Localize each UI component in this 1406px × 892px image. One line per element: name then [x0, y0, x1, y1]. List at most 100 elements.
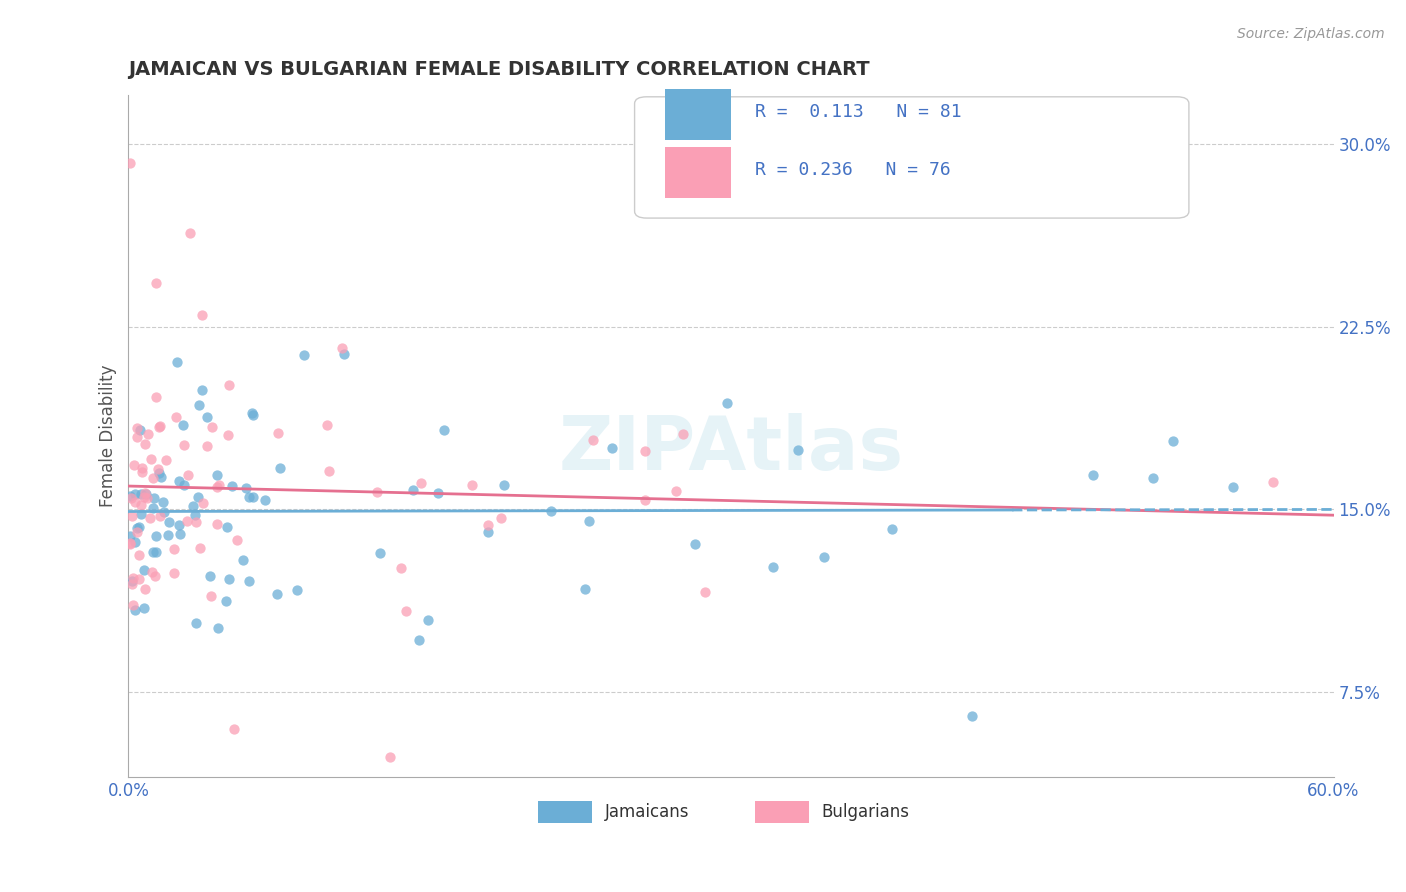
Point — [145, 544, 167, 558]
Point — [131, 461, 153, 475]
Point — [191, 384, 214, 398]
Point — [145, 529, 167, 543]
Point — [121, 509, 143, 524]
Point — [173, 437, 195, 451]
Point — [201, 420, 224, 434]
Point — [159, 515, 181, 529]
Point — [477, 524, 499, 539]
Text: R =  0.113   N = 81: R = 0.113 N = 81 — [755, 103, 962, 121]
Point — [131, 466, 153, 480]
Point — [221, 479, 243, 493]
Point — [218, 572, 240, 586]
Point — [232, 553, 254, 567]
Point — [155, 453, 177, 467]
Point — [433, 423, 456, 437]
Point — [235, 482, 257, 496]
Point — [141, 566, 163, 580]
Point — [122, 458, 145, 473]
Point — [332, 341, 354, 355]
Point — [134, 436, 156, 450]
Text: Jamaicans: Jamaicans — [605, 803, 689, 822]
Point — [120, 489, 142, 503]
Point — [1222, 480, 1244, 494]
Point — [408, 633, 430, 648]
FancyBboxPatch shape — [634, 97, 1189, 218]
Point — [762, 560, 785, 574]
Point — [125, 521, 148, 535]
Point — [217, 520, 239, 534]
Point — [1081, 467, 1104, 482]
Point — [167, 474, 190, 488]
Point — [188, 398, 211, 412]
Point — [148, 466, 170, 480]
FancyBboxPatch shape — [665, 146, 731, 198]
Point — [214, 594, 236, 608]
Point — [191, 496, 214, 510]
Point — [217, 428, 239, 442]
Point — [1161, 434, 1184, 449]
Point — [142, 501, 165, 516]
Text: Source: ZipAtlas.com: Source: ZipAtlas.com — [1237, 27, 1385, 41]
Point — [633, 492, 655, 507]
Point — [148, 420, 170, 434]
Point — [131, 487, 153, 501]
Point — [195, 439, 218, 453]
Point — [129, 498, 152, 512]
Point — [786, 442, 808, 457]
Point — [127, 430, 149, 444]
Point — [142, 491, 165, 506]
Point — [285, 582, 308, 597]
Point — [173, 477, 195, 491]
Point — [145, 390, 167, 404]
Point — [142, 545, 165, 559]
Point — [191, 308, 214, 322]
Point — [176, 514, 198, 528]
Point — [238, 574, 260, 589]
Point — [190, 541, 212, 555]
Point — [716, 396, 738, 410]
Point — [238, 490, 260, 504]
Point — [315, 417, 337, 432]
Point — [120, 536, 142, 550]
Point — [187, 490, 209, 504]
Point — [370, 546, 392, 560]
Point — [145, 277, 167, 291]
Point — [880, 522, 903, 536]
Point — [136, 426, 159, 441]
Point — [135, 491, 157, 505]
Point — [146, 461, 169, 475]
Point — [208, 478, 231, 492]
Point — [128, 572, 150, 586]
Text: Bulgarians: Bulgarians — [821, 803, 910, 822]
Point — [222, 723, 245, 737]
Point — [125, 525, 148, 540]
Point — [582, 434, 605, 448]
Point — [254, 493, 277, 508]
FancyBboxPatch shape — [538, 801, 592, 823]
Point — [172, 417, 194, 432]
Point — [378, 750, 401, 764]
Point — [134, 582, 156, 596]
Point — [124, 535, 146, 549]
Point — [960, 708, 983, 723]
Point — [225, 533, 247, 547]
Point — [129, 423, 152, 437]
Point — [665, 484, 688, 499]
Point — [242, 490, 264, 504]
Point — [366, 485, 388, 500]
Point — [578, 514, 600, 528]
Point — [540, 503, 562, 517]
Point — [124, 495, 146, 509]
Point — [411, 475, 433, 490]
Point — [426, 486, 449, 500]
Point — [200, 589, 222, 603]
Point — [186, 515, 208, 529]
Text: R = 0.236   N = 76: R = 0.236 N = 76 — [755, 161, 950, 179]
Point — [402, 483, 425, 497]
Point — [145, 569, 167, 583]
Point — [120, 491, 142, 505]
Point — [157, 527, 180, 541]
Point — [205, 467, 228, 482]
Point — [149, 509, 172, 524]
Point — [489, 511, 512, 525]
